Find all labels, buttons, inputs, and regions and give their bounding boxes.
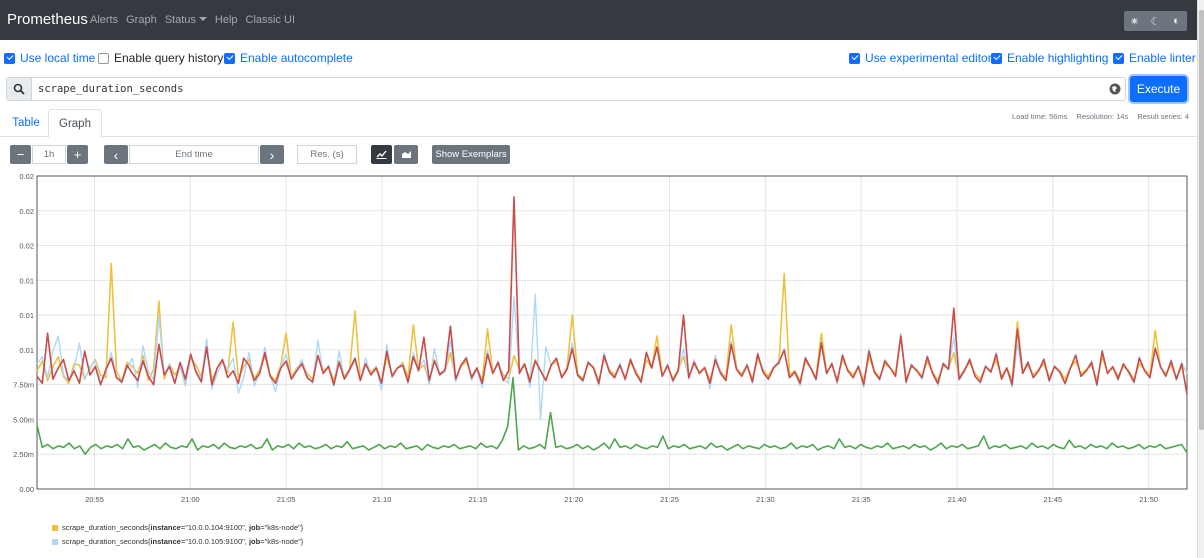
- tab-divider: [0, 136, 1197, 137]
- x-tick-label: 21:45: [1043, 495, 1062, 504]
- enable-highlighting-checkbox[interactable]: [991, 52, 1002, 64]
- legend-swatch: [52, 538, 58, 545]
- theme-toggle-group: ✷ ☾ ◐: [1124, 11, 1187, 31]
- range-input[interactable]: 1h: [32, 145, 66, 164]
- load-time: Load time: 56ms: [1011, 112, 1068, 121]
- x-tick-label: 21:20: [564, 495, 583, 504]
- sun-icon[interactable]: ✷: [1129, 15, 1140, 28]
- end-time-input[interactable]: End time: [129, 145, 259, 164]
- x-tick-label: 21:50: [1139, 495, 1158, 504]
- navbar: Prometheus Alerts Graph Status Help Clas…: [0, 0, 1197, 40]
- enable-autocomplete-label: Enable autocomplete: [240, 51, 353, 65]
- x-tick-label: 21:25: [660, 495, 679, 504]
- metrics-explorer-icon[interactable]: [1108, 82, 1121, 95]
- series-line-2: [36, 196, 1188, 395]
- enable-linter-checkbox[interactable]: [1113, 52, 1124, 64]
- option-enable-linter[interactable]: Enable linter: [1113, 51, 1196, 65]
- option-enable-query-history[interactable]: Enable query history: [98, 51, 223, 65]
- x-tick-label: 21:10: [373, 495, 392, 504]
- y-tick-label: 0.02: [19, 207, 34, 216]
- y-tick-label: 0.01: [19, 346, 34, 355]
- search-icon: [7, 78, 32, 100]
- execute-button[interactable]: Execute: [1130, 76, 1187, 102]
- series-line-3: [36, 376, 1188, 456]
- use-experimental-editor-label: Use experimental editor: [865, 51, 992, 65]
- legend-instance: 10.0.0.105:9100: [187, 537, 243, 546]
- graph-panel[interactable]: 0.00 2.50m 5.00m 7.50m 0.01 0.01 0.01 0.02 0.02 0…: [0, 168, 1197, 508]
- x-tick-label: 21:05: [277, 495, 296, 504]
- nav-graph[interactable]: Graph: [126, 14, 157, 26]
- legend-label: scrape_duration_seconds{instance="10.0.0…: [62, 523, 304, 532]
- series-line-0: [36, 262, 1188, 385]
- x-tick-label: 21:15: [468, 495, 487, 504]
- legend-metric: scrape_duration_seconds: [62, 523, 148, 532]
- y-tick-label: 2.50m: [13, 450, 34, 459]
- enable-query-history-label: Enable query history: [114, 51, 224, 65]
- enable-autocomplete-checkbox[interactable]: [224, 52, 235, 64]
- legend-item[interactable]: scrape_duration_seconds{instance="10.0.0…: [52, 523, 303, 532]
- result-series-stat: Result series: 4: [1137, 112, 1189, 121]
- legend-swatch: [52, 524, 58, 531]
- legend-instance-key: instance: [150, 537, 181, 546]
- expression-input[interactable]: scrape_duration_seconds: [6, 77, 1126, 101]
- nav-status-label: Status: [164, 14, 196, 26]
- nav-classic-ui[interactable]: Classic UI: [245, 14, 296, 26]
- y-tick-label: 7.50m: [13, 381, 34, 390]
- legend-label: scrape_duration_seconds{instance="10.0.0…: [62, 537, 304, 546]
- y-tick-label: 5.00m: [13, 415, 34, 424]
- option-use-local-time[interactable]: Use local time: [4, 51, 95, 65]
- legend-instance-key: instance: [150, 523, 181, 532]
- end-time-next-button[interactable]: ›: [260, 145, 284, 164]
- nav-alerts[interactable]: Alerts: [90, 14, 119, 26]
- y-tick-label: 0.00: [19, 485, 34, 494]
- enable-query-history-checkbox[interactable]: [98, 52, 109, 64]
- option-enable-autocomplete[interactable]: Enable autocomplete: [224, 51, 353, 65]
- x-tick-label: 21:35: [852, 495, 871, 504]
- x-tick-label: 21:00: [181, 495, 200, 504]
- tab-graph[interactable]: Graph: [48, 109, 102, 138]
- nav-help[interactable]: Help: [214, 14, 238, 26]
- x-tick-label: 21:40: [948, 495, 967, 504]
- enable-linter-label: Enable linter: [1129, 51, 1196, 65]
- legend-job-key: job: [248, 537, 261, 546]
- resolution-input[interactable]: Res. (s): [297, 145, 357, 164]
- legend-instance: 10.0.0.104:9100: [187, 523, 243, 532]
- legend-job: k8s-node: [267, 523, 299, 532]
- show-exemplars-button[interactable]: Show Exemplars: [432, 145, 510, 164]
- contrast-icon[interactable]: ◐: [1173, 15, 1180, 27]
- legend-item[interactable]: scrape_duration_seconds{instance="10.0.0…: [52, 537, 303, 546]
- enable-highlighting-label: Enable highlighting: [1007, 51, 1109, 65]
- tab-table[interactable]: Table: [12, 116, 40, 129]
- x-tick-label: 20:55: [85, 495, 104, 504]
- y-tick-label: 0.01: [19, 311, 34, 320]
- nav-menu: Alerts Graph Status Help Classic UI: [90, 14, 295, 26]
- option-use-experimental-editor[interactable]: Use experimental editor: [849, 51, 992, 65]
- stacked-chart-icon[interactable]: [394, 145, 418, 164]
- page-scrollbar[interactable]: [1197, 0, 1204, 558]
- brand-logo[interactable]: Prometheus: [7, 11, 88, 28]
- legend-job: k8s-node: [267, 537, 299, 546]
- y-tick-label: 0.01: [19, 276, 34, 285]
- use-local-time-label: Use local time: [20, 51, 96, 65]
- y-tick-label: 0.02: [19, 172, 34, 181]
- use-experimental-editor-checkbox[interactable]: [849, 52, 860, 64]
- range-decrease-button[interactable]: −: [10, 145, 31, 164]
- resolution-stat: Resolution: 14s: [1076, 112, 1129, 121]
- legend-job-key: job: [248, 523, 261, 532]
- line-chart-icon[interactable]: [371, 145, 392, 164]
- legend-metric: scrape_duration_seconds: [62, 537, 148, 546]
- moon-icon[interactable]: ☾: [1150, 15, 1161, 28]
- x-tick-label: 21:30: [756, 495, 775, 504]
- plot-border: [36, 175, 1188, 490]
- use-local-time-checkbox[interactable]: [4, 52, 15, 64]
- scrollbar-thumb[interactable]: [1199, 10, 1204, 430]
- end-time-prev-button[interactable]: ‹: [104, 145, 128, 164]
- option-enable-highlighting[interactable]: Enable highlighting: [991, 51, 1108, 65]
- range-increase-button[interactable]: +: [67, 145, 88, 164]
- y-tick-label: 0.02: [19, 242, 34, 251]
- query-stats: Load time: 56ms Resolution: 14s Result s…: [1005, 112, 1189, 121]
- chevron-down-icon: [198, 17, 207, 21]
- expression-text[interactable]: scrape_duration_seconds: [38, 83, 184, 95]
- nav-status[interactable]: Status: [165, 14, 207, 26]
